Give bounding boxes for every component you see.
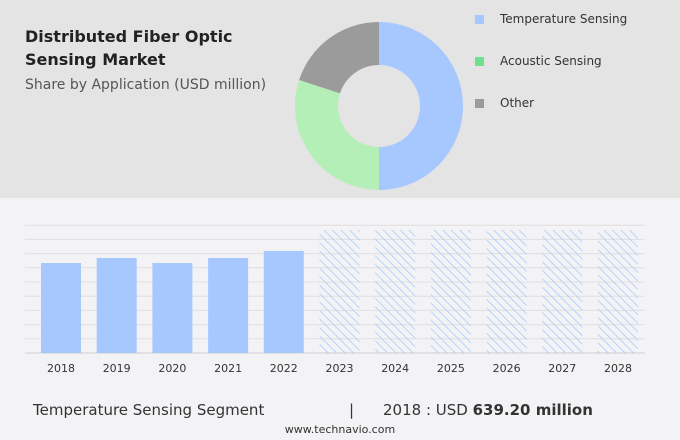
x-tick-label: 2018 xyxy=(47,362,75,375)
legend-item: Temperature Sensing xyxy=(475,12,627,26)
bar-forecast-2028 xyxy=(598,230,638,353)
donut-slice-other xyxy=(299,21,379,94)
legend-swatch xyxy=(475,56,484,66)
footer-value: 639.20 million xyxy=(472,401,593,419)
chart-subtitle: Share by Application (USD million) xyxy=(25,77,267,93)
bar-forecast-2023 xyxy=(319,230,360,353)
legend-label: Other xyxy=(500,96,535,110)
x-tick-label: 2025 xyxy=(437,362,465,375)
x-tick-label: 2023 xyxy=(326,362,354,375)
x-tick-label: 2020 xyxy=(158,362,186,375)
bar-forecast-2026 xyxy=(486,230,527,353)
legend-item: Other xyxy=(475,96,534,110)
bar-2019 xyxy=(96,257,137,353)
bar-2020 xyxy=(152,263,193,353)
footer-year: 2018 : USD xyxy=(383,401,468,419)
x-tick-label: 2021 xyxy=(214,362,242,375)
x-tick-label: 2024 xyxy=(381,362,409,375)
bar-forecast-2024 xyxy=(375,230,416,353)
legend-label: Acoustic Sensing xyxy=(500,54,602,68)
x-tick-label: 2026 xyxy=(493,362,521,375)
x-tick-label: 2019 xyxy=(103,362,131,375)
x-tick-label: 2028 xyxy=(604,362,632,375)
footer-separator: | xyxy=(349,401,355,419)
site-url: www.technavio.com xyxy=(284,423,396,436)
legend-swatch xyxy=(475,14,484,24)
bar-2021 xyxy=(208,257,249,353)
legend-item: Acoustic Sensing xyxy=(475,54,602,68)
donut-chart xyxy=(295,21,463,190)
donut-slice-temperature-sensing xyxy=(379,22,463,190)
x-tick-label: 2022 xyxy=(270,362,298,375)
chart-title: Distributed Fiber Optic Sensing Market xyxy=(25,27,233,69)
legend-swatch xyxy=(475,98,484,108)
x-tick-label: 2027 xyxy=(548,362,576,375)
bar-forecast-2025 xyxy=(430,230,471,353)
bar-forecast-2027 xyxy=(542,230,583,353)
bar-2018 xyxy=(41,263,81,353)
bar-2022 xyxy=(263,250,304,353)
footer-segment: Temperature Sensing Segment xyxy=(33,401,265,419)
donut-slice-acoustic-sensing xyxy=(295,80,379,190)
legend-label: Temperature Sensing xyxy=(500,12,628,26)
